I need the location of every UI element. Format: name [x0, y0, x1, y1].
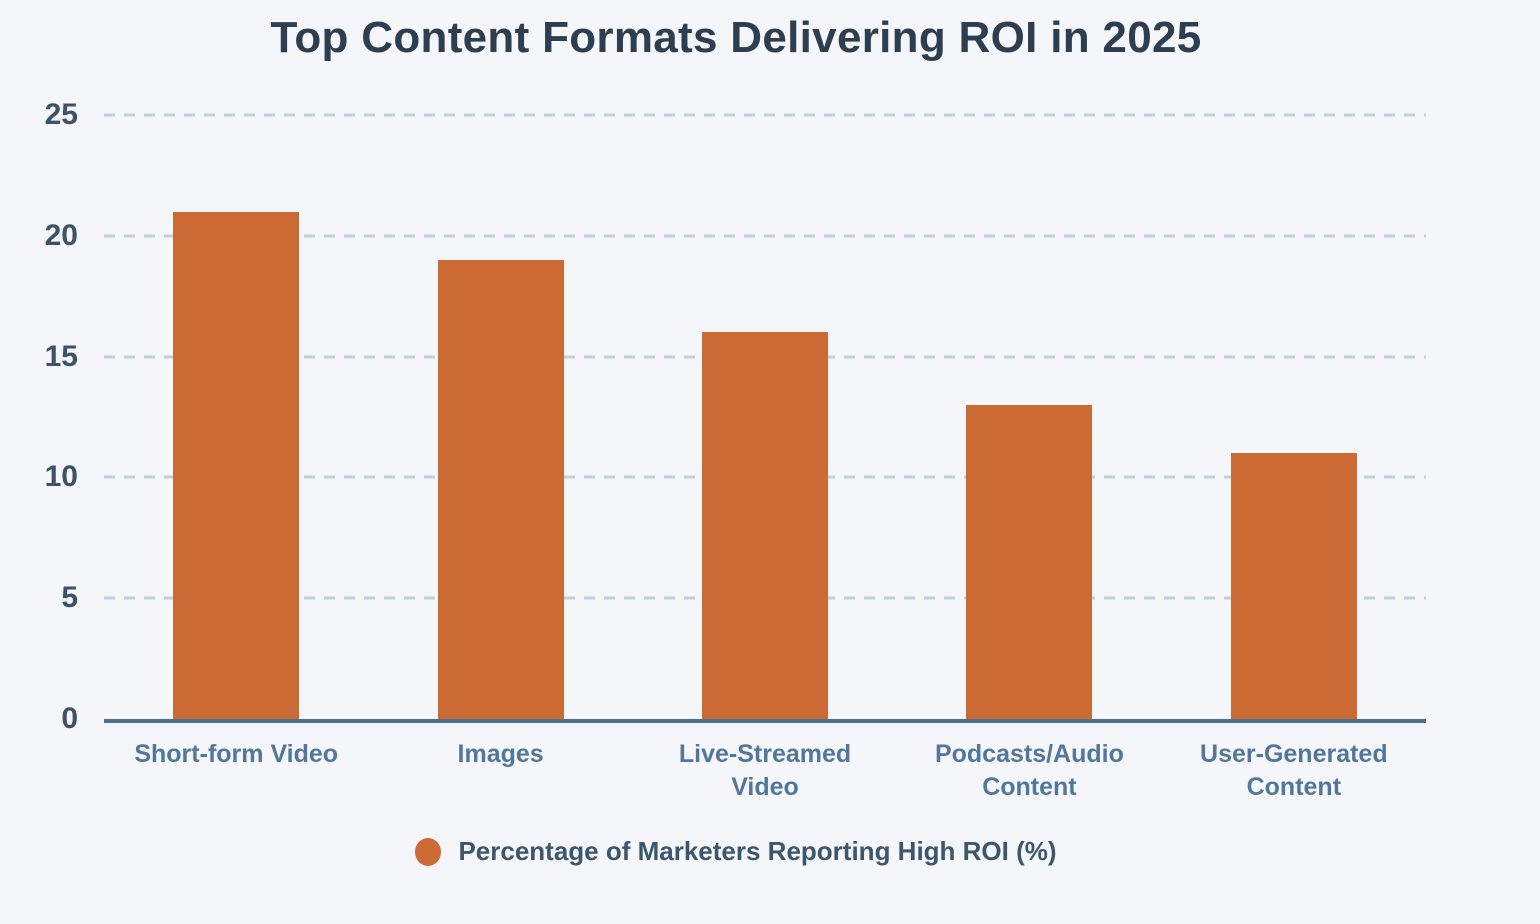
y-tick-label-25: 25 — [44, 98, 78, 131]
y-axis: 0 5 10 15 20 25 — [0, 100, 78, 734]
bar-slot — [897, 115, 1161, 719]
x-category-label-images: Images — [368, 738, 632, 803]
x-category-text: Live-Streamed Video — [678, 740, 852, 801]
x-category-text: User-Generated Content — [1200, 740, 1388, 801]
bar-slot — [633, 115, 897, 719]
legend: Percentage of Marketers Reporting High R… — [0, 836, 1472, 867]
x-axis-line — [104, 719, 1426, 723]
y-tick-label-5: 5 — [61, 581, 78, 615]
y-tick-label-15: 15 — [44, 339, 78, 373]
x-category-text: Short-form Video — [134, 740, 339, 768]
bar-slot — [1162, 115, 1426, 719]
legend-label: Percentage of Marketers Reporting High R… — [458, 836, 1057, 866]
y-tick-label-20: 20 — [44, 218, 78, 252]
y-tick-label-10: 10 — [44, 460, 78, 494]
bar-live-streamed-video[interactable] — [702, 332, 829, 719]
x-axis: Short-form Video Images Live-Streamed Vide… — [104, 738, 1426, 803]
x-category-label-live-streamed-video: Live-Streamed Video — [633, 738, 897, 803]
chart-title: Top Content Formats Delivering ROI in 20… — [270, 13, 1202, 62]
bar-images[interactable] — [437, 259, 564, 719]
legend-marker-icon — [415, 837, 442, 866]
gridline-20 — [104, 234, 1426, 238]
plot-area — [104, 113, 1426, 719]
x-category-text: Podcasts/Audio Content — [934, 740, 1124, 801]
bar-slot — [104, 115, 368, 719]
bar-short-form-video[interactable] — [173, 211, 300, 719]
title-row: Top Content Formats Delivering ROI in 20… — [0, 13, 1472, 63]
x-category-label-short-form-video: Short-form Video — [104, 738, 368, 803]
x-category-label-podcasts-audio-content: Podcasts/Audio Content — [897, 738, 1161, 803]
bars — [104, 115, 1426, 719]
bar-podcasts-audio-content[interactable] — [966, 404, 1093, 719]
bar-user-generated-content[interactable] — [1230, 453, 1357, 719]
x-category-label-user-generated-content: User-Generated Content — [1162, 738, 1426, 803]
bar-slot — [368, 115, 632, 719]
y-tick-label-0: 0 — [61, 702, 78, 735]
x-category-text: Images — [457, 740, 544, 768]
gridline-25 — [104, 113, 1426, 117]
